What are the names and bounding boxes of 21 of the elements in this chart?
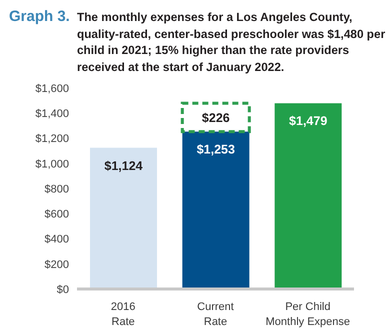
y-tick-label: $0 [56,284,69,296]
x-tick-label: Current Rate [197,301,234,328]
x-tick-label: 2016 Rate [110,301,136,328]
y-tick-label: $1,200 [35,133,69,146]
chart-subtitle: The monthly expenses for a Los Angeles County, quality-rated, center-based preschooler was $1,480 per child in 2021; 15% higher than the rate providers received at the start of January 2022. [77,9,386,75]
x-tick-label: Per Child Monthly Expense [266,301,350,328]
bar [90,148,157,289]
y-tick-label: $400 [44,234,69,246]
bar [182,132,250,289]
data-label: $1,253 [196,142,235,157]
y-tick-label: $1,000 [35,158,69,170]
chart-title: Graph 3. [9,8,70,25]
data-label: $1,479 [289,114,328,128]
data-label: $1,124 [104,158,143,173]
bar [274,103,342,289]
y-tick-label: $1,600 [35,82,69,95]
y-tick-label: $800 [44,183,69,196]
y-tick-label: $200 [44,258,69,271]
data-label: $226 [202,110,230,125]
y-tick-label: $1,400 [35,108,69,120]
y-tick-label: $600 [44,208,69,221]
